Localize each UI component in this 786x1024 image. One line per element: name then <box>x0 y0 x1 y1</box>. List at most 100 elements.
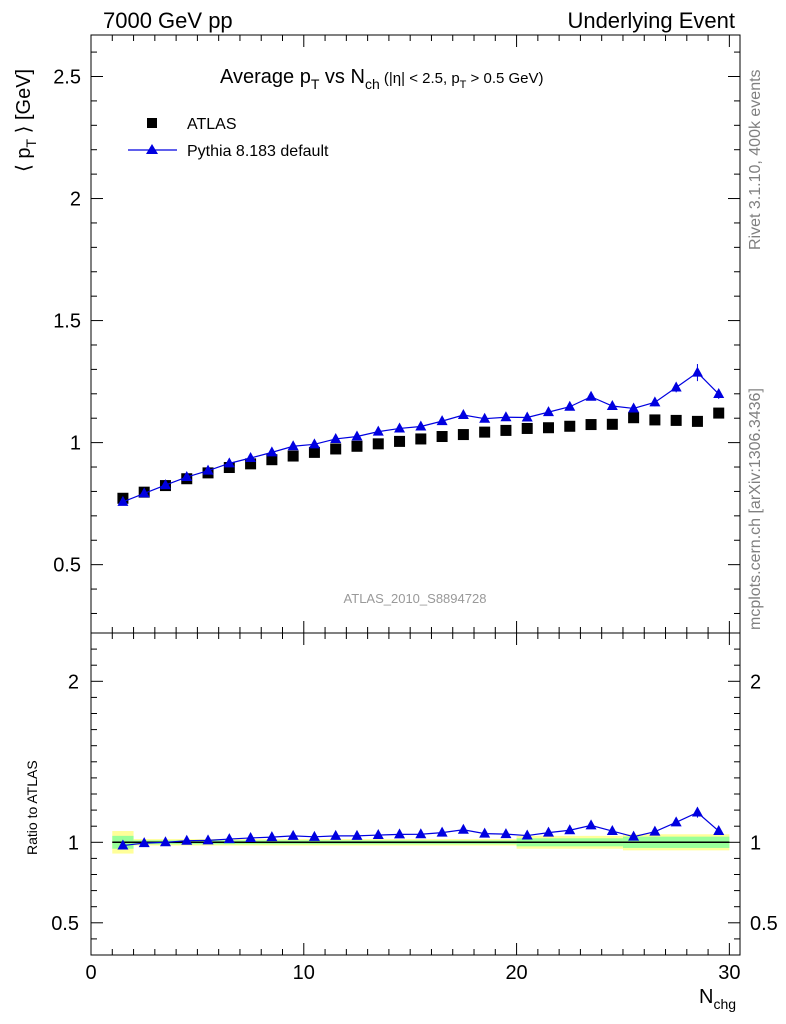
pythia-point <box>670 381 682 392</box>
pythia-point <box>138 487 150 498</box>
pythia-point <box>500 411 512 422</box>
pythia-point <box>287 440 299 451</box>
ratio-pythia-point <box>649 825 661 836</box>
pythia-point <box>649 396 661 407</box>
ratio-pythia-point <box>479 827 491 838</box>
atlas-point <box>372 438 384 450</box>
pythia-point <box>606 400 618 411</box>
main-y-tick-label: 0.5 <box>53 555 81 577</box>
ratio-pythia-point <box>330 829 342 840</box>
atlas-point <box>713 407 725 419</box>
main-y-axis-label: ⟨ pT ⟩ [GeV] <box>13 69 39 172</box>
pythia-point <box>202 464 214 475</box>
legend-atlas-label: ATLAS <box>187 116 237 133</box>
ratio-pythia-point <box>670 816 682 827</box>
ratio-pythia-point <box>628 830 640 841</box>
pythia-point <box>521 411 533 422</box>
atlas-point <box>457 429 469 441</box>
pythia-point <box>245 451 257 462</box>
ratio-pythia-point <box>117 839 129 850</box>
pythia-point <box>351 430 363 441</box>
pythia-point <box>266 446 278 457</box>
atlas-point <box>223 462 235 474</box>
pythia-point <box>223 457 235 468</box>
atlas-point <box>649 414 661 426</box>
main-y-tick-label: 2.5 <box>53 66 81 88</box>
atlas-point <box>606 418 618 430</box>
legend-atlas-marker <box>147 118 157 128</box>
ratio-pythia-point <box>138 837 150 848</box>
atlas-point <box>670 414 682 426</box>
pythia-point <box>628 402 640 413</box>
pythia-point <box>479 412 491 423</box>
ratio-pythia-point <box>415 828 427 839</box>
ratio-pythia-point <box>394 828 406 839</box>
atlas-point <box>521 422 533 434</box>
atlas-point <box>585 419 597 431</box>
atlas-point <box>330 443 342 455</box>
pythia-point <box>415 420 427 431</box>
pythia-point <box>713 388 725 399</box>
atlas-point <box>266 454 278 466</box>
ratio-pythia-point <box>457 823 469 834</box>
ratio-pythia-point <box>606 825 618 836</box>
ratio-y-tick-label-left: 1 <box>68 832 79 854</box>
pythia-point <box>330 432 342 443</box>
header-right: Underlying Event <box>567 8 735 33</box>
main-y-tick-label: 2 <box>70 189 81 211</box>
atlas-point <box>436 431 448 443</box>
ratio-pythia-point <box>585 819 597 830</box>
ratio-y-tick-label-left: 0.5 <box>51 913 79 935</box>
ratio-pythia-point <box>266 831 278 842</box>
ratio-pythia-point <box>159 836 171 847</box>
atlas-point <box>542 422 554 434</box>
legend-pythia-marker <box>146 144 158 154</box>
main-y-tick-label: 1 <box>70 433 81 455</box>
main-y-tick-label: 1.5 <box>53 311 81 333</box>
atlas-point <box>287 450 299 462</box>
ratio-pythia-point <box>436 826 448 837</box>
ratio-pythia-point <box>181 834 193 845</box>
atlas-point <box>628 412 640 424</box>
atlas-point <box>500 424 512 436</box>
axis-ticks <box>90 35 740 955</box>
chart-title: Average pT vs Nch (|η| < 2.5, pT > 0.5 G… <box>220 66 544 92</box>
atlas-point <box>479 426 491 438</box>
pythia-point <box>457 409 469 420</box>
ratio-series <box>117 806 725 850</box>
x-tick-label: 20 <box>505 962 527 984</box>
atlas-point <box>308 446 320 458</box>
ratio-pythia-point <box>223 833 235 844</box>
ratio-frame <box>90 632 741 956</box>
ratio-pythia-point <box>308 830 320 841</box>
atlas-point <box>351 440 363 452</box>
atlas-point <box>415 433 427 445</box>
ratio-y-axis-label: Ratio to ATLAS <box>24 760 40 855</box>
pythia-point <box>691 366 703 377</box>
ratio-pythia-point <box>500 828 512 839</box>
ratio-pythia-point <box>542 826 554 837</box>
pythia-point <box>436 415 448 426</box>
legend-pythia-label: Pythia 8.183 default <box>187 143 329 160</box>
pythia-point <box>117 495 129 506</box>
ratio-pythia-point <box>521 829 533 840</box>
legend: ATLAS Pythia 8.183 default <box>128 116 329 160</box>
pythia-point <box>564 400 576 411</box>
main-series <box>117 364 725 506</box>
ratio-y-tick-label-left: 2 <box>68 671 79 693</box>
ratio-pythia-point <box>564 824 576 835</box>
ratio-y-tick-label-right: 0.5 <box>750 913 778 935</box>
x-axis-label: Nchg <box>699 986 736 1012</box>
ratio-y-tick-label-right: 2 <box>750 671 761 693</box>
x-tick-label: 30 <box>718 962 740 984</box>
pythia-point <box>542 406 554 417</box>
ratio-pythia-point <box>372 829 384 840</box>
ratio-pythia-point <box>287 829 299 840</box>
ratio-pythia-point <box>245 831 257 842</box>
analysis-watermark: ATLAS_2010_S8894728 <box>344 591 487 606</box>
x-tick-label: 0 <box>85 962 96 984</box>
ratio-pythia-point <box>351 829 363 840</box>
ratio-y-tick-label-right: 1 <box>750 832 761 854</box>
pythia-point <box>394 422 406 433</box>
